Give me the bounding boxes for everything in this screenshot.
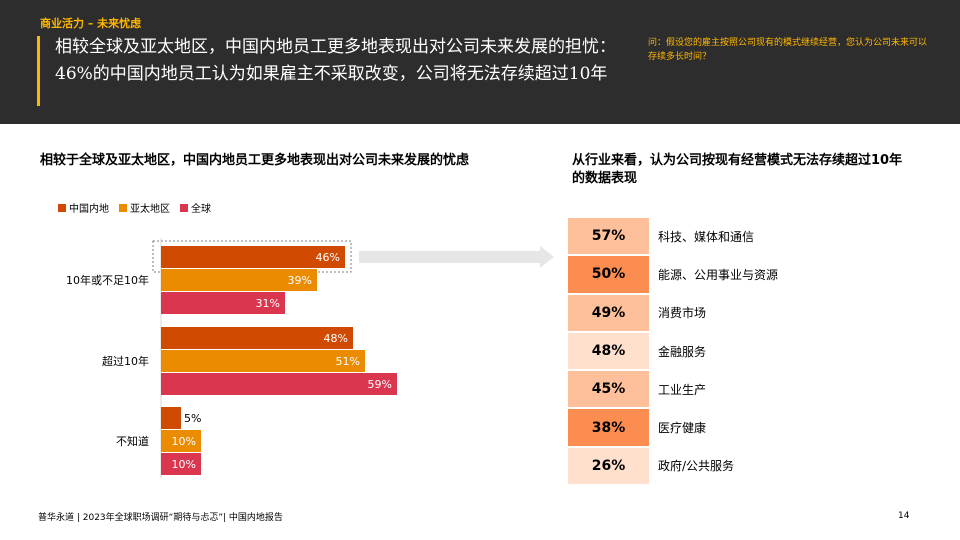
industry-label: 能源、公用事业与资源 [658,267,779,282]
industry-value: 38% [568,409,649,446]
connector-arrow-head [540,246,554,268]
industry-row: 57% 科技、媒体和通信 [568,218,928,256]
industry-label: 金融服务 [658,344,707,359]
legend-item-global: 全球 [180,200,211,215]
bar-value-label: 46% [316,251,340,264]
legend-item-apac: 亚太地区 [119,200,170,215]
industry-label: 消费市场 [658,306,707,321]
footer-source: 普华永道 | 2023年全球职场调研“期待与忐忑”| 中国内地报告 [38,513,283,523]
bar-value-label: 10% [172,458,196,471]
legend-swatch-apac [119,203,127,212]
bar [161,350,365,372]
survey-question: 问：假设您的雇主按照公司现有的模式继续经营，您认为公司未来可以存续多长时间？ [648,38,928,62]
legend-label-mainland: 中国内地 [69,204,109,215]
legend-swatch-global [180,203,188,212]
industry-row: 38% 医疗健康 [568,409,928,447]
industry-value: 45% [568,371,649,408]
legend-swatch-mainland [58,203,66,212]
bar-value-label: 5% [184,412,201,425]
bar-value-label: 51% [336,355,360,368]
highlight-box [152,240,352,273]
industry-row: 26% 政府/公共服务 [568,447,928,486]
industry-value: 26% [568,447,649,485]
bar-value-label: 10% [172,435,196,448]
industry-label: 医疗健康 [658,421,707,436]
legend-label-apac: 亚太地区 [130,204,170,215]
bar [161,292,285,314]
connector-arrow-shaft [359,251,540,263]
industry-value: 57% [568,218,649,255]
industry-row: 50% 能源、公用事业与资源 [568,256,928,294]
industry-row: 49% 消费市场 [568,294,928,333]
right-table-title: 从行业来看，认为公司按现有经营模式无法存续超过10年的数据表现 [572,153,903,186]
industry-value: 49% [568,294,649,331]
category-label: 10年或不足10年 [66,273,149,287]
industry-row: 45% 工业生产 [568,371,928,409]
bar [161,430,201,452]
bar [161,269,317,291]
bar-value-label: 39% [288,274,312,287]
industry-label: 工业生产 [658,382,707,397]
industry-value: 50% [568,256,649,293]
bar [161,246,345,268]
category-label: 超过10年 [102,354,149,368]
page-headline: 相较全球及亚太地区，中国内地员工更多地表现出对公司未来发展的担忧：46%的中国内… [55,37,616,84]
industry-list: 57% 科技、媒体和通信 50% 能源、公用事业与资源 49% 消费市场 48% 金融服务 45… [568,218,928,486]
bar [161,327,353,349]
industry-row: 48% 金融服务 [568,332,928,371]
bar-value-label: 31% [256,297,280,310]
chart-legend: 中国内地 亚太地区 全球 [58,200,221,215]
header-band: 商业活力 – 未来忧虑 相较全球及亚太地区，中国内地员工更多地表现出对公司未来发… [0,0,960,124]
industry-label: 科技、媒体和通信 [658,229,755,244]
category-label: 不知道 [116,434,149,448]
accent-bar [37,36,40,106]
section-tag: 商业活力 – 未来忧虑 [40,17,142,30]
bar [161,373,397,395]
bar [161,407,181,429]
left-chart-title: 相较于全球及亚太地区，中国内地员工更多地表现出对公司未来发展的忧虑 [40,153,470,168]
legend-label-global: 全球 [191,204,211,215]
bar [161,453,201,475]
industry-value: 48% [568,332,649,370]
bar-value-label: 48% [324,332,348,345]
industry-label: 政府/公共服务 [658,459,735,474]
bar-value-label: 59% [368,378,392,391]
legend-item-mainland: 中国内地 [58,200,109,215]
page-number: 14 [898,511,910,521]
